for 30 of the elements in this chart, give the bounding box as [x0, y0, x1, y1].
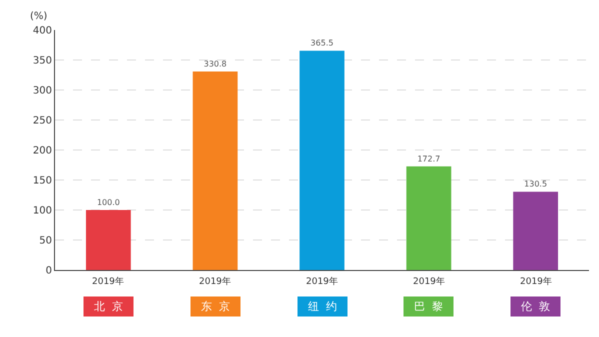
bar: [513, 192, 558, 270]
x-tick-label: 北 京: [87, 300, 130, 313]
y-tick-label: 50: [39, 236, 52, 246]
y-tick-label: 350: [32, 56, 52, 66]
y-tick-label: 100: [32, 206, 52, 216]
data-label: 365.5: [310, 38, 334, 48]
x-tick-label: 伦 敦: [514, 300, 557, 313]
annotation: 2019年: [520, 276, 552, 287]
bar: [300, 50, 344, 270]
annotation: 2019年: [306, 276, 338, 287]
data-label: 172.7: [417, 154, 440, 164]
x-tick-label: 纽 约: [301, 300, 344, 313]
y-tick-label: 0: [46, 266, 52, 276]
bar: [192, 72, 238, 270]
y-tick-label: 200: [32, 146, 52, 156]
y-tick-label: 250: [32, 116, 52, 126]
x-tick-label: 东 京: [194, 300, 237, 313]
data-label: 130.5: [524, 180, 548, 189]
y-tick-label: 400: [32, 26, 52, 36]
bar: [86, 210, 131, 270]
data-label: 100.0: [96, 198, 120, 207]
annotation: 2019年: [413, 276, 445, 287]
y-axis-title: (%): [30, 11, 48, 22]
data-label: 330.8: [204, 60, 227, 69]
x-tick-label: 巴 黎: [407, 300, 450, 313]
annotation: 2019年: [92, 276, 124, 287]
annotation: 2019年: [199, 276, 231, 287]
bar: [406, 166, 452, 270]
y-tick-label: 300: [32, 86, 52, 96]
y-tick-label: 150: [32, 176, 52, 186]
